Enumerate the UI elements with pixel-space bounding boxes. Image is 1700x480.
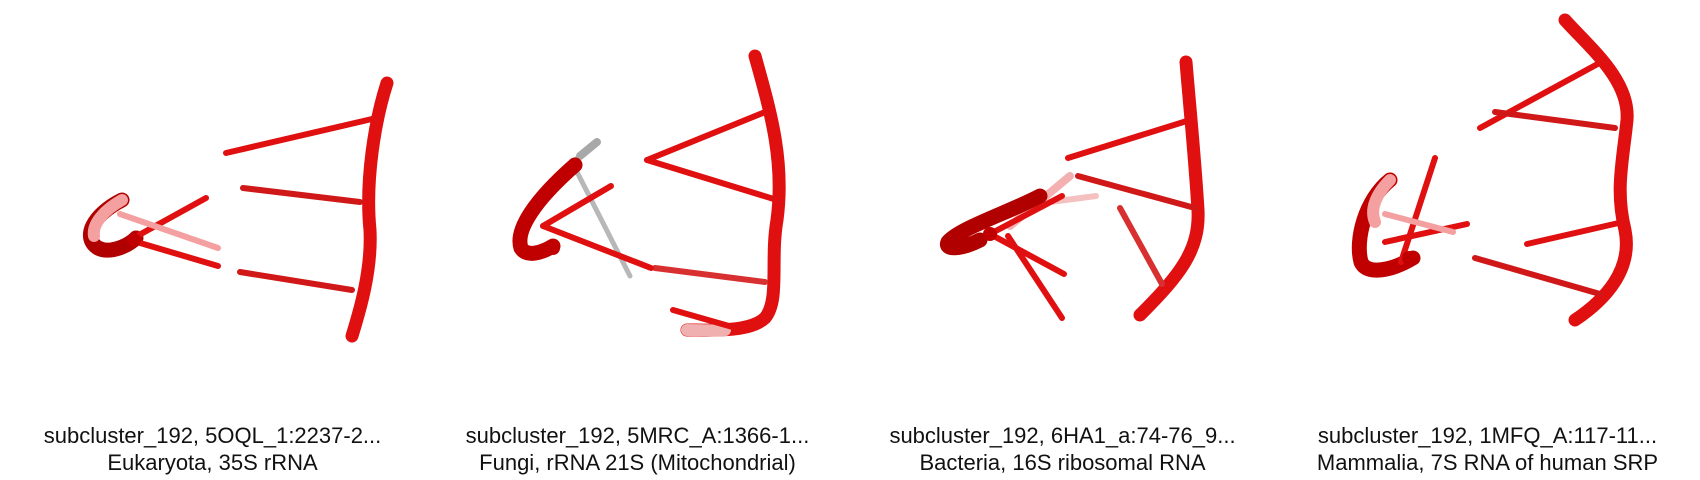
structure-subtitle: Eukaryota, 35S rRNA: [107, 450, 318, 475]
rna-backbone-render-2: [512, 49, 786, 337]
structure-panel-2[interactable]: subcluster_192, 5MRC_A:1366-1... Fungi, …: [425, 0, 850, 480]
structure-title: subcluster_192, 1MFQ_A:117-11...: [1317, 423, 1658, 448]
structure-subtitle: Mammalia, 7S RNA of human SRP: [1316, 450, 1659, 475]
structure-title: subcluster_192, 6HA1_a:74-76_9...: [889, 423, 1236, 448]
rna-backbone-render-3: [939, 55, 1205, 322]
structure-panel-4[interactable]: subcluster_192, 1MFQ_A:117-11... Mammali…: [1275, 0, 1700, 480]
structure-title: subcluster_192, 5OQL_1:2237-2...: [43, 423, 382, 448]
rna-backbone-render-1: [83, 76, 394, 343]
caption-4: subcluster_192, 1MFQ_A:117-11... Mammali…: [1275, 422, 1700, 476]
rna-backbone-render-4: [1351, 13, 1634, 327]
caption-2: subcluster_192, 5MRC_A:1366-1... Fungi, …: [425, 422, 850, 476]
structure-panel-3[interactable]: subcluster_192, 6HA1_a:74-76_9... Bacter…: [850, 0, 1275, 480]
structure-subtitle: Fungi, rRNA 21S (Mitochondrial): [479, 450, 796, 475]
caption-3: subcluster_192, 6HA1_a:74-76_9... Bacter…: [850, 422, 1275, 476]
structure-panel-1[interactable]: subcluster_192, 5OQL_1:2237-2... Eukaryo…: [0, 0, 425, 480]
structure-title: subcluster_192, 5MRC_A:1366-1...: [465, 423, 810, 448]
structure-subtitle: Bacteria, 16S ribosomal RNA: [919, 450, 1206, 475]
caption-1: subcluster_192, 5OQL_1:2237-2... Eukaryo…: [0, 422, 425, 476]
